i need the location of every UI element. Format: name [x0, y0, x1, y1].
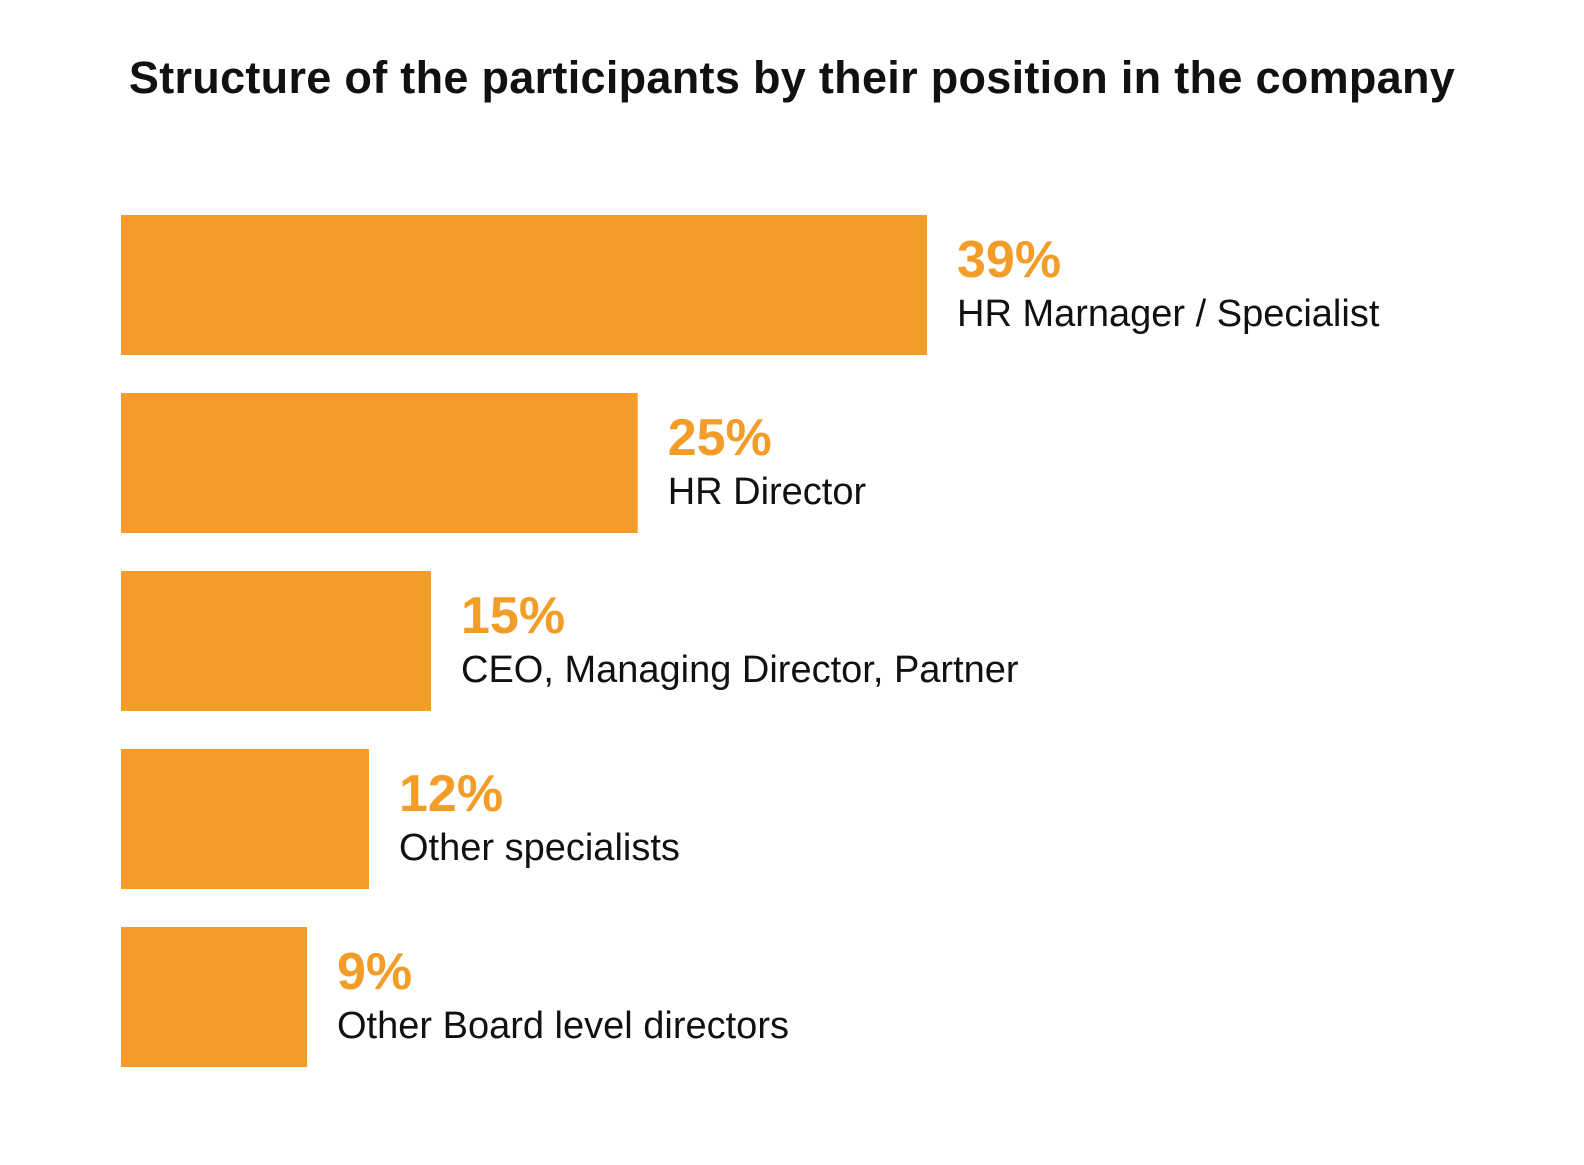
bar-1 [121, 215, 927, 355]
category-label-2: HR Director [668, 471, 867, 513]
value-label-4: 12% [399, 765, 503, 823]
chart-title: Structure of the participants by their p… [128, 52, 1456, 103]
category-label-1: HR Marnager / Specialist [957, 293, 1380, 335]
value-label-5: 9% [337, 943, 412, 1001]
category-label-3: CEO, Managing Director, Partner [461, 649, 1019, 691]
bar-2 [121, 393, 638, 533]
bar-3 [121, 571, 431, 711]
bar-4 [121, 749, 369, 889]
value-label-2: 25% [668, 409, 772, 467]
bar-5 [121, 927, 307, 1067]
category-label-5: Other Board level directors [337, 1005, 789, 1047]
value-label-3: 15% [461, 587, 565, 645]
category-label-4: Other specialists [399, 827, 680, 869]
value-label-1: 39% [957, 231, 1061, 289]
